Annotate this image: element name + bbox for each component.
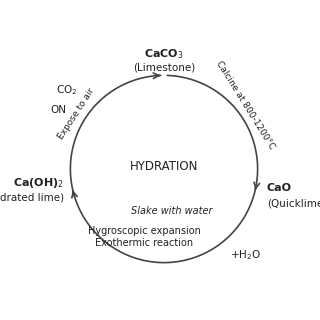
Text: CaCO$_3$: CaCO$_3$ — [144, 47, 184, 60]
Text: (Quicklime): (Quicklime) — [267, 198, 320, 208]
Text: CaO: CaO — [267, 183, 292, 193]
Text: Exothermic reaction: Exothermic reaction — [95, 238, 193, 248]
Text: CO$_2$: CO$_2$ — [56, 83, 77, 97]
Text: HYDRATION: HYDRATION — [130, 160, 198, 173]
Text: Calcine at 800-1200°C: Calcine at 800-1200°C — [215, 60, 276, 151]
Text: (Limestone): (Limestone) — [133, 63, 195, 73]
Text: Ca(OH)$_2$: Ca(OH)$_2$ — [13, 176, 64, 190]
Text: Hygroscopic expansion: Hygroscopic expansion — [88, 226, 201, 236]
Text: Slake with water: Slake with water — [131, 206, 212, 216]
Text: (Hydrated lime): (Hydrated lime) — [0, 193, 64, 203]
Text: Expose to air: Expose to air — [56, 87, 96, 141]
Text: +H$_2$O: +H$_2$O — [230, 248, 261, 262]
Text: ON: ON — [51, 105, 67, 115]
